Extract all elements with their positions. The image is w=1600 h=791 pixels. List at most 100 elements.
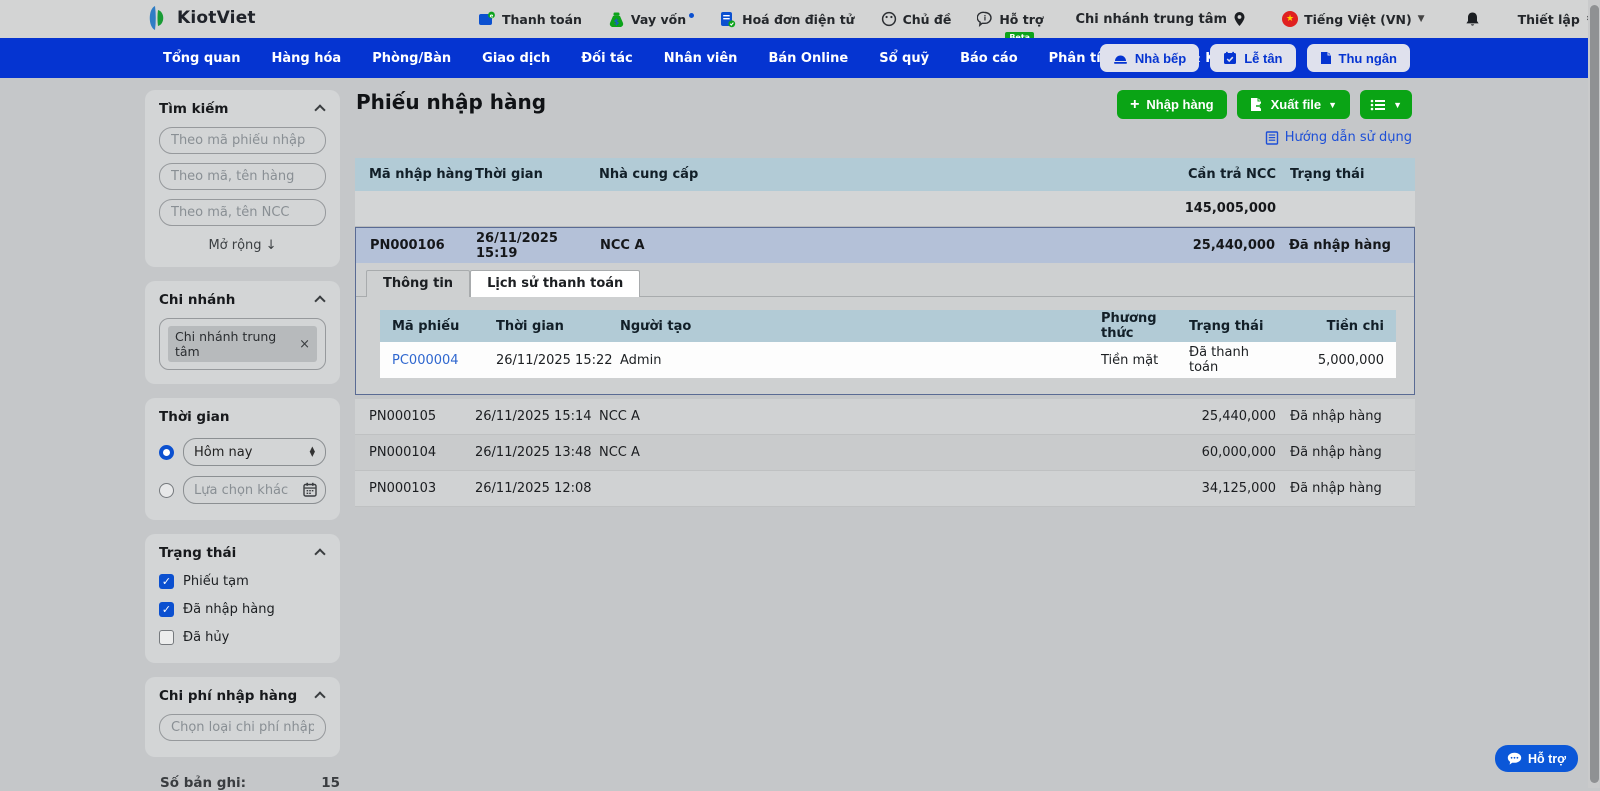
kiotviet-logo[interactable]: KiotViet — [145, 5, 256, 31]
status-draft-label: Phiếu tạm — [183, 574, 249, 589]
time-panel: Thời gian Hôm nay ▲▼ — [145, 398, 340, 520]
col-time[interactable]: Thời gian — [475, 167, 599, 182]
kitchen-button[interactable]: Nhà bếp — [1100, 44, 1199, 72]
table-row[interactable]: PN000104 26/11/2025 13:48 NCC A 60,000,0… — [355, 435, 1415, 471]
language-caret-icon: ▼ — [1418, 14, 1425, 24]
col-supplier[interactable]: Nhà cung cấp — [599, 167, 1106, 182]
time-today-radio[interactable] — [159, 445, 174, 460]
nav-doi-tac[interactable]: Đối tác — [581, 51, 633, 66]
cashier-button[interactable]: Thu ngân — [1307, 44, 1411, 72]
time-custom-radio[interactable] — [159, 483, 174, 498]
col-amount[interactable]: Cần trả NCC — [1106, 167, 1276, 182]
search-receipt-code-input[interactable] — [159, 127, 326, 154]
row-code: PN000103 — [369, 481, 475, 496]
column-options-button[interactable]: ▼ — [1360, 90, 1412, 119]
table-header-row: Mã nhập hàng Thời gian Nhà cung cấp Cần … — [355, 158, 1415, 191]
nav-quick-actions: Nhà bếp Lễ tân Thu ngân — [1100, 44, 1410, 72]
table-row[interactable]: PN000105 26/11/2025 15:14 NCC A 25,440,0… — [355, 399, 1415, 435]
table-row-selected[interactable]: PN000106 26/11/2025 15:19 NCC A 25,440,0… — [356, 228, 1414, 263]
nav-bao-cao[interactable]: Báo cáo — [960, 51, 1018, 66]
svg-text:$: $ — [614, 17, 619, 26]
status-option-draft[interactable]: ✓ Phiếu tạm — [159, 574, 326, 589]
plus-icon: + — [1130, 96, 1139, 114]
user-guide-label: Hướng dẫn sử dụng — [1285, 130, 1412, 145]
loan-icon: $ — [608, 11, 625, 28]
user-guide-link[interactable]: Hướng dẫn sử dụng — [1265, 130, 1412, 145]
row-status: Đã nhập hàng — [1275, 238, 1400, 253]
page-title: Phiếu nhập hàng — [356, 90, 546, 114]
menu-loan[interactable]: $ Vay vốn — [608, 11, 694, 28]
support-floating-button[interactable]: Hỗ trợ — [1495, 745, 1578, 772]
language-label: Tiếng Việt (VN) — [1304, 12, 1412, 27]
reception-button[interactable]: Lễ tân — [1210, 44, 1295, 72]
col-code[interactable]: Mã nhập hàng — [369, 167, 475, 182]
reception-calendar-icon — [1223, 51, 1237, 65]
menu-payment[interactable]: e Thanh toán — [478, 11, 582, 27]
search-panel: Tìm kiếm Mở rộng ↓ — [145, 90, 340, 267]
kiotviet-logo-icon — [145, 5, 170, 31]
row-time: 26/11/2025 15:14 — [475, 409, 599, 424]
payment-icon: e — [478, 11, 496, 27]
row-time: 26/11/2025 13:48 — [475, 445, 599, 460]
nav-phong-ban[interactable]: Phòng/Bàn — [372, 51, 451, 66]
export-file-button[interactable]: Xuất file ▼ — [1237, 90, 1351, 119]
pcol-method: Phương thức — [1101, 311, 1179, 341]
payment-row: PC000004 26/11/2025 15:22 Admin Tiền mặt… — [380, 342, 1396, 378]
language-selector[interactable]: ★ Tiếng Việt (VN) ▼ — [1282, 11, 1425, 27]
nav-so-quy[interactable]: Sổ quỹ — [879, 51, 929, 66]
svg-text:e: e — [490, 13, 494, 19]
import-goods-button[interactable]: + Nhập hàng — [1117, 90, 1227, 119]
summary-total: 145,005,000 — [1106, 201, 1276, 216]
branch-tag-box[interactable]: Chi nhánh trung tâm × — [159, 318, 326, 370]
loan-notification-dot — [689, 13, 694, 18]
payment-header-row: Mã phiếu Thời gian Người tạo Phương thức… — [380, 310, 1396, 342]
menu-theme-label: Chủ đề — [903, 12, 952, 27]
time-range-select[interactable]: Hôm nay ▲▼ — [183, 438, 326, 466]
notifications-button[interactable] — [1465, 11, 1480, 28]
nav-nhan-vien[interactable]: Nhân viên — [664, 51, 738, 66]
page-actions: + Nhập hàng Xuất file ▼ ▼ — [1117, 90, 1412, 119]
branch-selector[interactable]: Chi nhánh trung tâm — [1075, 11, 1246, 27]
checkbox-checked-icon[interactable]: ✓ — [159, 574, 174, 589]
menu-einvoice[interactable]: Hoá đơn điện tử — [720, 11, 854, 28]
export-file-icon — [1250, 97, 1264, 112]
status-option-received[interactable]: ✓ Đã nhập hàng — [159, 602, 326, 617]
summary-row: 145,005,000 — [355, 191, 1415, 227]
settings-button[interactable]: Thiết lập ⚙ — [1518, 11, 1599, 27]
filter-sidebar: Tìm kiếm Mở rộng ↓ Chi nhánh Chi nhánh t… — [145, 90, 340, 771]
menu-support-label: Hỗ trợ — [999, 12, 1043, 27]
row-time: 26/11/2025 12:08 — [475, 481, 599, 496]
menu-support[interactable]: i Hỗ trợ Beta — [977, 11, 1043, 27]
payment-creator: Admin — [620, 353, 1101, 368]
cost-type-input[interactable] — [159, 714, 326, 741]
svg-text:i: i — [984, 15, 986, 23]
menu-einvoice-label: Hoá đơn điện tử — [742, 12, 854, 27]
col-status[interactable]: Trạng thái — [1276, 167, 1401, 182]
table-row[interactable]: PN000103 26/11/2025 12:08 34,125,000 Đã … — [355, 471, 1415, 507]
checkbox-checked-icon[interactable]: ✓ — [159, 602, 174, 617]
nav-hang-hoa[interactable]: Hàng hóa — [271, 51, 341, 66]
tab-lich-su-thanh-toan[interactable]: Lịch sử thanh toán — [470, 270, 640, 297]
nav-tong-quan[interactable]: Tổng quan — [163, 51, 240, 66]
branch-tag-remove-icon[interactable]: × — [299, 337, 310, 352]
scrollbar-thumb[interactable] — [1590, 5, 1599, 783]
row-supplier: NCC A — [600, 238, 1105, 253]
payment-code-link[interactable]: PC000004 — [392, 353, 496, 368]
export-caret-icon: ▼ — [1328, 100, 1337, 110]
pcol-amount: Tiền chi — [1274, 319, 1384, 334]
bell-icon — [1465, 11, 1480, 28]
checkbox-unchecked-icon[interactable] — [159, 630, 174, 645]
main-navbar: Tổng quan Hàng hóa Phòng/Bàn Giao dịch Đ… — [0, 38, 1600, 78]
status-option-cancelled[interactable]: Đã hủy — [159, 630, 326, 645]
records-value: 15 — [321, 775, 340, 791]
search-item-input[interactable] — [159, 163, 326, 190]
search-supplier-input[interactable] — [159, 199, 326, 226]
records-per-page[interactable]: Số bản ghi: 15 — [160, 775, 340, 791]
menu-theme[interactable]: Chủ đề — [881, 11, 952, 27]
tab-thong-tin[interactable]: Thông tin — [366, 270, 470, 297]
nav-ban-online[interactable]: Bán Online — [768, 51, 848, 66]
expand-link[interactable]: Mở rộng ↓ — [159, 238, 326, 253]
nav-giao-dich[interactable]: Giao dịch — [482, 51, 550, 66]
page-scrollbar[interactable] — [1588, 0, 1600, 788]
nav-items: Tổng quan Hàng hóa Phòng/Bàn Giao dịch Đ… — [163, 51, 1262, 66]
